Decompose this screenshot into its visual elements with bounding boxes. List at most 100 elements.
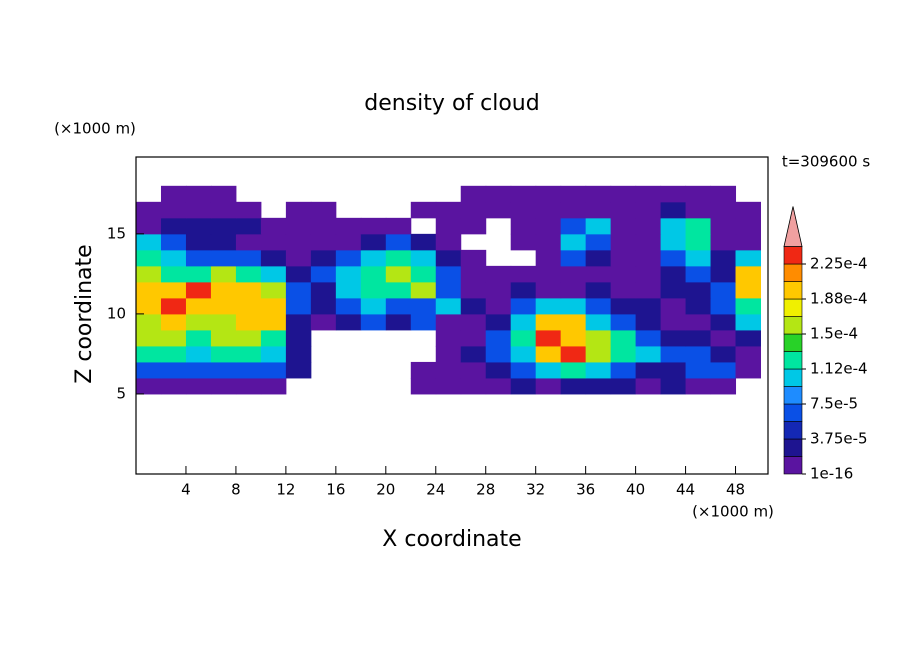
cell	[710, 281, 737, 299]
cell	[510, 377, 537, 395]
cell	[610, 201, 637, 219]
cell	[160, 185, 187, 203]
cell	[436, 186, 461, 203]
cell	[336, 378, 361, 395]
cell	[185, 201, 212, 219]
cell	[535, 361, 562, 379]
colorbar-band	[783, 438, 803, 457]
cell	[260, 329, 287, 347]
cell	[660, 249, 687, 267]
cell	[410, 281, 437, 299]
cell	[386, 186, 411, 203]
colorbar-tick-label: 1e-16	[810, 465, 853, 483]
cell	[635, 345, 662, 363]
cell	[235, 217, 262, 235]
colorbar-tick-label: 1.88e-4	[810, 290, 868, 308]
cell	[235, 313, 262, 331]
cell	[385, 265, 412, 283]
cell	[410, 297, 437, 315]
colorbar-band	[783, 246, 803, 265]
cell	[235, 329, 262, 347]
cell	[185, 217, 212, 235]
cell	[210, 249, 237, 267]
cell	[236, 186, 261, 203]
colorbar-tick-label: 2.25e-4	[810, 255, 868, 273]
cell	[510, 313, 537, 331]
cell	[660, 233, 687, 251]
cell	[386, 202, 411, 219]
cell	[335, 313, 362, 331]
cell	[160, 201, 187, 219]
cell	[585, 233, 612, 251]
cell	[285, 201, 312, 219]
cell	[460, 217, 487, 235]
cell	[660, 345, 687, 363]
cell	[210, 265, 237, 283]
cell	[336, 186, 361, 203]
cell	[460, 185, 487, 203]
cell	[310, 233, 337, 251]
cell	[160, 297, 187, 315]
cell	[285, 265, 312, 283]
cell	[160, 313, 187, 331]
cell	[336, 362, 361, 379]
cell	[710, 313, 737, 331]
cell	[286, 186, 311, 203]
cell	[310, 201, 337, 219]
cell	[460, 329, 487, 347]
cell	[736, 378, 761, 395]
x-tick-label: 28	[476, 481, 495, 499]
cell	[660, 201, 687, 219]
cell	[485, 265, 512, 283]
cell	[660, 313, 687, 331]
cell	[735, 329, 762, 347]
cell	[185, 377, 212, 395]
x-tick-label: 4	[181, 481, 191, 499]
cell	[435, 297, 462, 315]
cell	[435, 201, 462, 219]
cell	[311, 330, 336, 347]
cell	[710, 233, 737, 251]
cell	[311, 362, 336, 379]
cell	[660, 281, 687, 299]
cell	[685, 217, 712, 235]
cell	[610, 313, 637, 331]
cell	[285, 329, 312, 347]
cell	[735, 361, 762, 379]
cell	[535, 281, 562, 299]
cell	[710, 217, 737, 235]
cell	[660, 265, 687, 283]
cell	[460, 249, 487, 267]
cell	[560, 233, 587, 251]
cell	[635, 377, 662, 395]
cell	[335, 297, 362, 315]
cell	[485, 201, 512, 219]
cell	[335, 217, 362, 235]
cell	[285, 233, 312, 251]
cell	[260, 249, 287, 267]
cell	[160, 249, 187, 267]
cell	[260, 361, 287, 379]
cell	[535, 185, 562, 203]
cell	[136, 297, 162, 315]
cell	[585, 217, 612, 235]
cell	[435, 313, 462, 331]
cell	[435, 265, 462, 283]
cell	[560, 201, 587, 219]
cell	[610, 281, 637, 299]
x-tick-label: 20	[376, 481, 395, 499]
cell	[560, 281, 587, 299]
cell	[535, 313, 562, 331]
cell	[285, 281, 312, 299]
cell	[136, 345, 162, 363]
cell	[710, 297, 737, 315]
cell	[610, 329, 637, 347]
x-tick-label: 8	[231, 481, 241, 499]
cell	[685, 345, 712, 363]
cell	[585, 329, 612, 347]
cell	[261, 186, 286, 203]
cell	[735, 249, 762, 267]
cell	[235, 201, 262, 219]
cell	[535, 233, 562, 251]
cell	[310, 249, 337, 267]
